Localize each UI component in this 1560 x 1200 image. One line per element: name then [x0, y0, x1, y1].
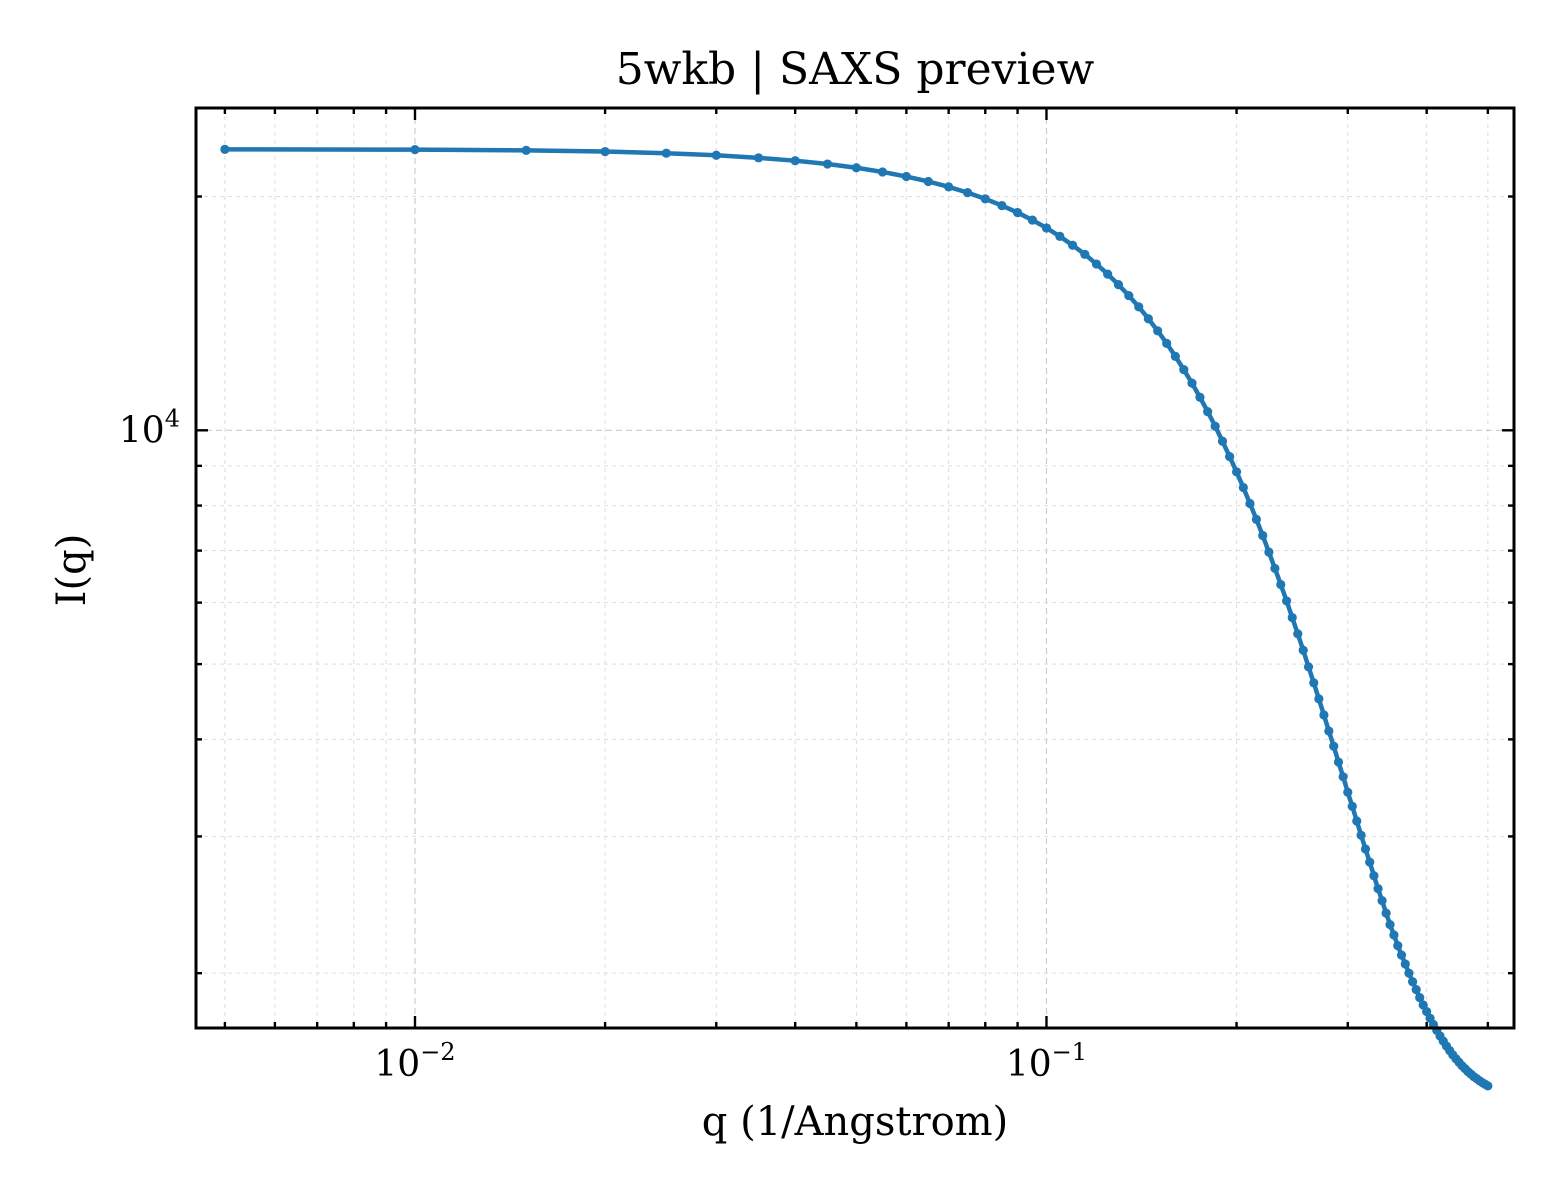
data-point [1373, 884, 1383, 894]
y-tick-label: 104 [119, 404, 180, 451]
data-point [1195, 392, 1205, 402]
series-line [222, 147, 1491, 1089]
data-point [1396, 950, 1407, 960]
data-point [980, 194, 990, 204]
data-point [1245, 498, 1255, 509]
data-point [1055, 231, 1065, 241]
data-point [1103, 269, 1113, 279]
data-point [1356, 830, 1366, 840]
data-point [1411, 985, 1421, 995]
data-point [962, 188, 973, 198]
data-point [661, 148, 671, 158]
data-point [753, 153, 764, 163]
data-point [1238, 482, 1248, 493]
data-point [1381, 908, 1391, 918]
data-point [1134, 302, 1144, 312]
data-point [1203, 407, 1213, 417]
data-point [1080, 249, 1090, 259]
grid-layer [196, 108, 1514, 1028]
data-point [877, 167, 888, 177]
data-point [901, 171, 911, 182]
x-tick-label: 10−1 [1006, 1038, 1087, 1085]
data-point [1319, 710, 1329, 720]
data-point [790, 156, 800, 166]
y-axis-label: I(q) [49, 534, 95, 607]
data-point [600, 146, 610, 157]
data-point [1393, 941, 1403, 951]
data-point [997, 200, 1007, 211]
data-point [1162, 338, 1172, 348]
data-point [1314, 694, 1324, 704]
data-point [1352, 816, 1362, 826]
data-point [1124, 290, 1134, 301]
data-point [1415, 993, 1425, 1003]
data-point [1143, 314, 1153, 324]
data-point [1091, 259, 1102, 269]
data-point [1179, 365, 1189, 375]
x-axis-label: q (1/Angstrom) [702, 1099, 1008, 1145]
data-point [1264, 547, 1274, 557]
data-point [1225, 452, 1235, 462]
data-point [1404, 968, 1414, 978]
data-point [1276, 579, 1286, 590]
data-point [851, 163, 861, 173]
data-point [1187, 378, 1197, 388]
data-point [1389, 930, 1399, 940]
data-point [1281, 596, 1292, 606]
x-tick-label: 10−2 [374, 1038, 455, 1085]
data-point [1170, 351, 1180, 361]
data-point [1408, 977, 1418, 987]
data-point [1385, 919, 1395, 930]
data-point [711, 150, 721, 160]
data-point [1343, 787, 1353, 797]
data-point [1068, 240, 1078, 250]
chart-title: 5wkb | SAXS preview [616, 44, 1095, 95]
data-point [220, 144, 230, 154]
data-point [1210, 421, 1220, 431]
data-point [1153, 326, 1163, 336]
data-point [1329, 741, 1339, 751]
data-point [1251, 514, 1261, 524]
data-point [1365, 857, 1375, 867]
data-point [1298, 645, 1308, 655]
data-point [1400, 959, 1410, 969]
data-point [521, 145, 531, 155]
data-point [822, 159, 833, 169]
data-point [1309, 678, 1319, 688]
data-point [923, 176, 933, 187]
data-point [1258, 530, 1268, 541]
data-point [410, 145, 420, 155]
data-point [1483, 1081, 1493, 1091]
data-point [1270, 563, 1280, 574]
data-point [1012, 207, 1023, 218]
data-point [1041, 223, 1052, 233]
series-layer [220, 144, 1493, 1091]
data-point [1287, 612, 1297, 623]
data-point [1333, 757, 1344, 767]
data-point [944, 182, 954, 192]
data-point [1377, 896, 1387, 906]
data-point [1369, 871, 1379, 881]
plot-frame [194, 106, 1516, 1030]
data-point [1231, 467, 1242, 477]
data-point [1027, 215, 1038, 225]
data-point [1338, 772, 1348, 782]
data-point [1293, 629, 1303, 639]
data-point [1360, 844, 1371, 854]
data-point [1217, 436, 1228, 446]
data-point [1303, 662, 1314, 672]
data-point [1113, 280, 1124, 290]
data-point [1324, 726, 1334, 736]
data-point [1347, 801, 1357, 811]
tick-layer: 10−2 10−1 104 [119, 108, 1514, 1085]
